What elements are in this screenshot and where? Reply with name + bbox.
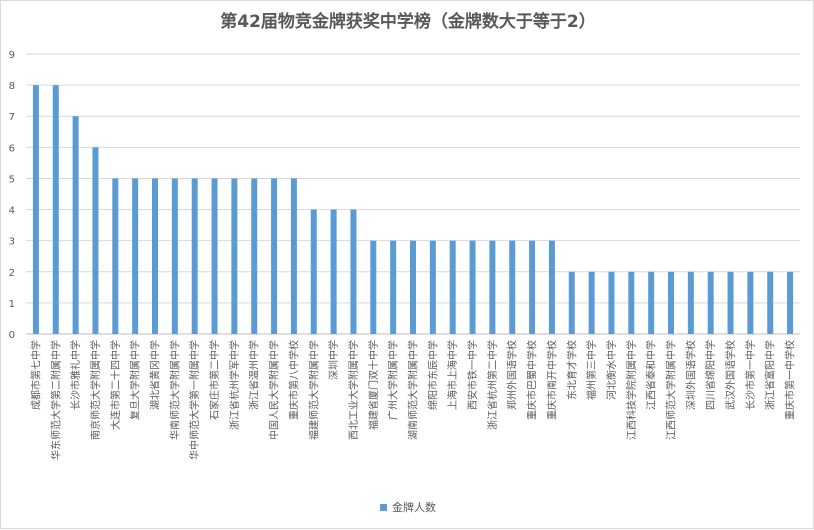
bar (370, 240, 377, 334)
bar (767, 271, 774, 334)
x-tick-label: 中国人民大学附属中学 (268, 340, 281, 440)
x-tick-label: 重庆市第八中学校 (287, 340, 300, 420)
x-tick-label: 复旦大学附属中学 (129, 340, 142, 420)
bar (568, 271, 575, 334)
y-tick-label: 8 (9, 81, 15, 92)
x-tick-label: 重庆市第一中学校 (784, 340, 797, 420)
y-tick-label: 6 (9, 143, 15, 154)
x-tick-label: 成都市第七中学 (29, 340, 42, 410)
bar (648, 271, 655, 334)
bar (707, 271, 714, 334)
x-tick-label: 西北工业大学附属中学 (347, 340, 360, 440)
bar (449, 240, 456, 334)
x-tick-label: 长沙市第一中学 (744, 340, 757, 410)
bar (251, 178, 258, 334)
bar (628, 271, 635, 334)
y-tick-label: 9 (9, 50, 15, 61)
x-tick-label: 重庆市南开中学校 (545, 340, 558, 420)
bar (529, 240, 536, 334)
y-tick-label: 5 (9, 174, 15, 185)
bar (410, 240, 416, 334)
x-tick-label: 湖北省黄冈中学 (149, 340, 162, 410)
x-tick-label: 浙江省富阳中学 (764, 340, 777, 410)
y-tick-label: 2 (9, 268, 15, 279)
bar (290, 178, 297, 334)
bar (52, 85, 59, 334)
bar (271, 178, 278, 334)
bar (509, 240, 516, 334)
x-tick-label: 四川省绵阳中学 (704, 340, 717, 410)
x-tick-label: 深圳中学 (327, 340, 340, 380)
bar (747, 271, 754, 334)
bar (92, 147, 99, 334)
x-tick-label: 湖南师范大学附属中学 (407, 340, 420, 440)
bar (608, 271, 615, 334)
x-tick-label: 浙江省温州中学 (248, 340, 261, 410)
bar (787, 271, 794, 334)
x-tick-label: 福州第三中学 (585, 340, 598, 400)
x-tick-label: 华中师范大学第一附属中学 (188, 340, 201, 460)
bar (231, 178, 238, 334)
bar (668, 271, 674, 334)
x-tick-label: 华东师范大学第二附属中学 (49, 340, 62, 460)
legend-swatch (380, 503, 387, 511)
x-tick-label: 石家庄市第二中学 (208, 340, 221, 420)
x-tick-label: 东北育才学校 (565, 340, 578, 400)
bar (191, 178, 198, 334)
bar (32, 85, 39, 334)
x-tick-label: 江西省泰和中学 (645, 340, 658, 410)
bar (489, 240, 496, 334)
y-tick-label: 0 (9, 330, 15, 341)
bar (310, 209, 317, 334)
bar (429, 240, 436, 334)
x-tick-label: 西安市铁一中学 (466, 340, 479, 410)
bar (72, 116, 79, 334)
x-tick-label: 上海市上海中学 (446, 340, 459, 410)
bar (727, 271, 734, 334)
x-tick-label: 大连市第二十四中学 (109, 340, 122, 430)
y-tick-label: 3 (9, 237, 15, 248)
bar (211, 178, 218, 334)
x-tick-label: 郑州外国语学校 (506, 340, 519, 410)
bar (152, 178, 158, 334)
y-tick-label: 7 (9, 112, 15, 123)
bar (588, 271, 595, 334)
y-tick-label: 4 (9, 206, 15, 217)
bar (390, 240, 397, 334)
y-tick-label: 1 (9, 299, 15, 310)
bar (350, 209, 357, 334)
bar (132, 178, 139, 334)
x-tick-label: 南京师范大学附属中学 (89, 340, 102, 440)
x-tick-label: 深圳外国语学校 (684, 340, 697, 410)
x-tick-label: 长沙市雅礼中学 (69, 340, 82, 410)
bar (330, 209, 337, 334)
x-tick-label: 浙江省杭州学军中学 (228, 340, 241, 430)
x-tick-label: 绵阳市东辰中学 (426, 340, 439, 410)
x-tick-label: 福建省厦门双十中学 (367, 340, 380, 430)
bar (469, 240, 476, 334)
bar (171, 178, 178, 334)
bar (687, 271, 694, 334)
chart-title: 第42届物竞金牌获奖中学榜（金牌数大于等于2） (220, 12, 596, 32)
legend-label: 金牌人数 (392, 501, 436, 514)
bar (548, 240, 555, 334)
x-tick-label: 浙江省杭州第二中学 (486, 340, 499, 430)
x-tick-label: 江西师范大学附属中学 (665, 340, 678, 440)
x-tick-label: 广州大学附属中学 (387, 340, 400, 420)
x-tick-label: 江西科技学院附属中学 (625, 340, 638, 440)
legend: 金牌人数 (1, 499, 814, 515)
x-tick-label: 华南师范大学附属中学 (168, 340, 181, 440)
x-tick-label: 重庆市巴蜀中学校 (526, 340, 539, 420)
x-tick-label: 武汉外国语学校 (724, 340, 737, 410)
x-tick-label: 河北衡水中学 (605, 340, 618, 400)
x-tick-label: 福建师范大学附属中学 (307, 340, 320, 440)
bar (112, 178, 119, 334)
